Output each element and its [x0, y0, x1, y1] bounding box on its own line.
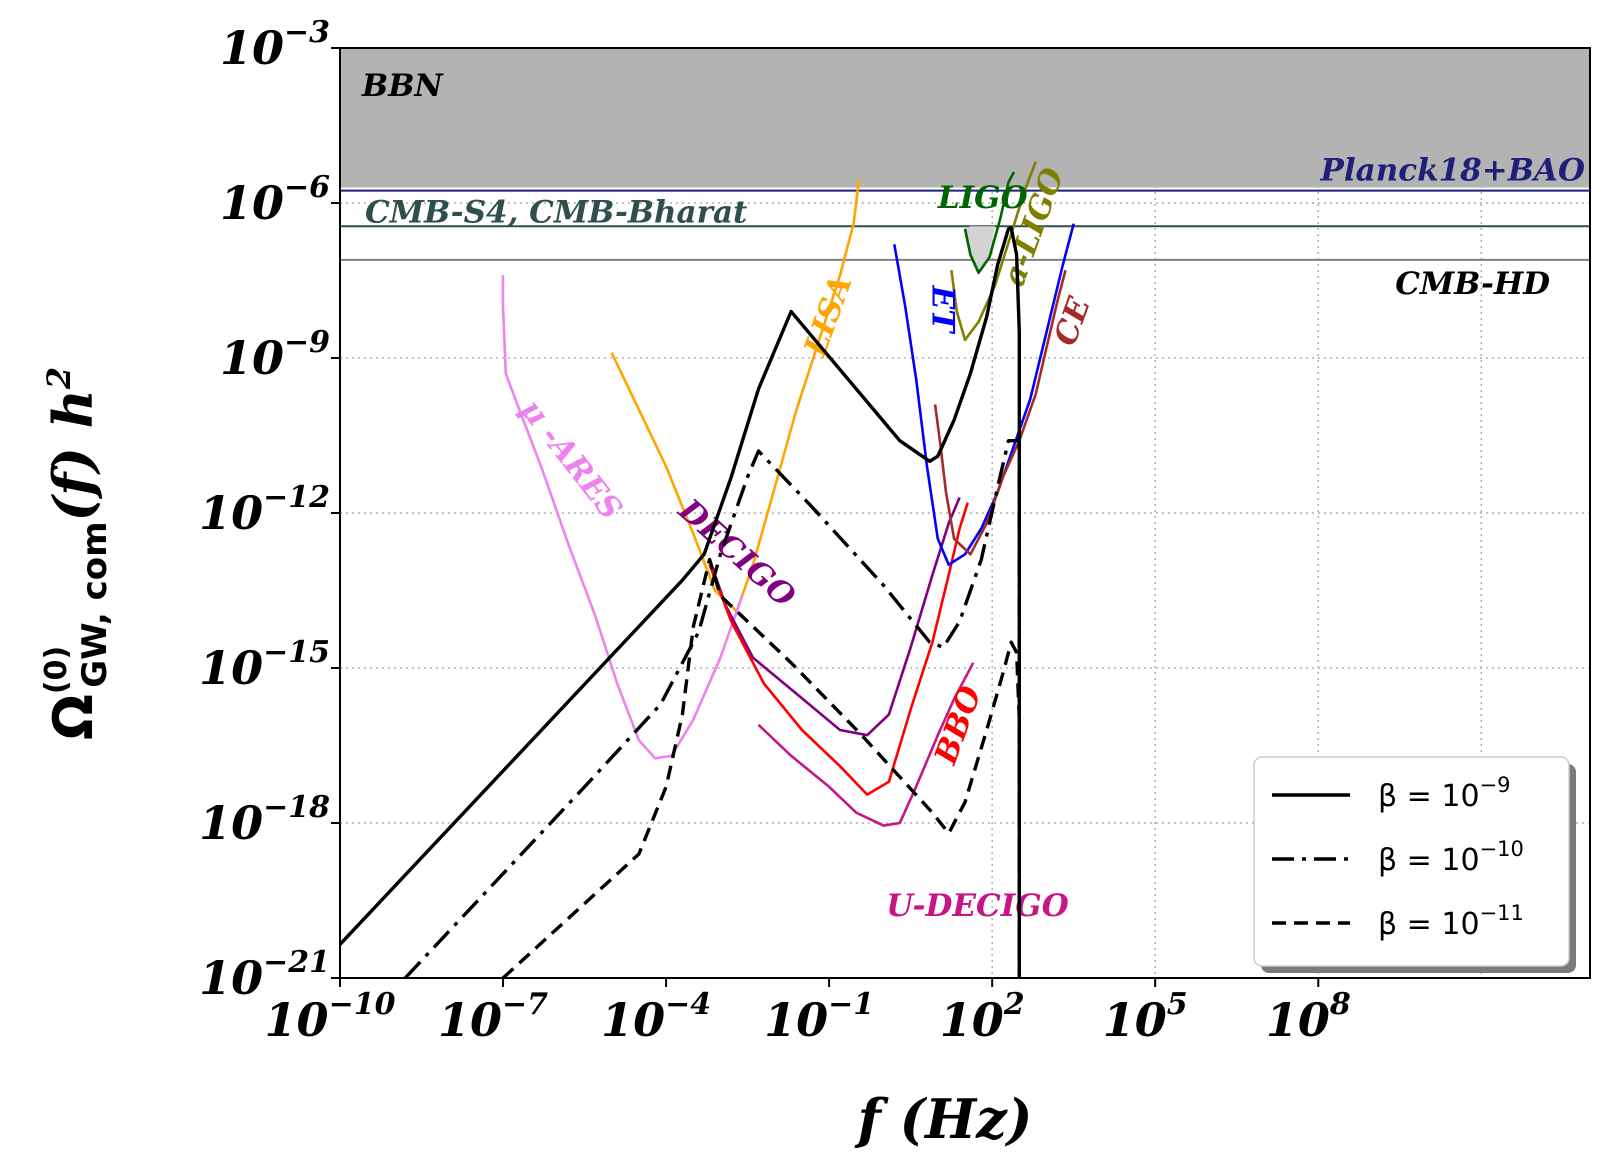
- y-tick-label: 10−6: [220, 170, 330, 230]
- detector-label: ET: [924, 285, 960, 335]
- series-dashdot: [403, 439, 1021, 978]
- x-tick-label: 102: [940, 987, 1025, 1047]
- y-tick-label: 10−3: [220, 15, 330, 75]
- detector-curve-bbo: [708, 502, 969, 796]
- detector-curve-lisa: [610, 179, 861, 613]
- series-dashed: [501, 557, 1021, 978]
- y-tick-label: 10−18: [199, 790, 330, 850]
- legend-label: β = 10−9: [1378, 773, 1511, 814]
- y-axis-title: Ω(0)GW, com(f) h2: [39, 367, 115, 740]
- detector-curve-u-decigo: [757, 662, 975, 827]
- series-solid: [340, 226, 1021, 978]
- y-tick-label: 10−9: [220, 325, 330, 385]
- detector-curve-a-ligo: [950, 161, 1037, 342]
- legend-label: β = 10−11: [1378, 901, 1524, 942]
- x-tick-label: 10−7: [438, 987, 548, 1047]
- legend-label: β = 10−10: [1378, 837, 1524, 878]
- bbn-label: BBN: [361, 68, 444, 104]
- detector-curve--ares: [501, 275, 744, 760]
- detector-label: LIGO: [937, 180, 1028, 216]
- y-tick-label: 10−12: [199, 480, 330, 540]
- hline-label: Planck18+BAO: [1320, 153, 1585, 189]
- hline-label: CMB-HD: [1395, 266, 1550, 302]
- ligo-shaded-region: [965, 226, 995, 273]
- x-tick-label: 10−4: [601, 987, 711, 1047]
- x-axis-title: f (Hz): [854, 1087, 1033, 1151]
- x-tick-label: 10−1: [764, 987, 874, 1047]
- legend: β = 10−9 β = 10−10 β = 10−11: [1253, 756, 1576, 973]
- detector-curve-et: [893, 223, 1075, 566]
- legend-box: [1253, 756, 1570, 967]
- detector-curve-ligo: [963, 171, 1016, 275]
- x-tick-label: 10−10: [265, 987, 396, 1047]
- detector-curve-decigo: [708, 496, 961, 737]
- x-tick-label: 108: [1266, 987, 1351, 1047]
- y-tick-label: 10−21: [199, 945, 330, 1005]
- y-tick-label: 10−15: [199, 635, 330, 695]
- detector-curve-ce: [933, 269, 1067, 556]
- detector-label: U-DECIGO: [886, 888, 1069, 924]
- x-tick-label: 105: [1103, 987, 1188, 1047]
- hline-label: CMB-S4, CMB-Bharat: [365, 194, 748, 230]
- bbn-region: [340, 48, 1590, 188]
